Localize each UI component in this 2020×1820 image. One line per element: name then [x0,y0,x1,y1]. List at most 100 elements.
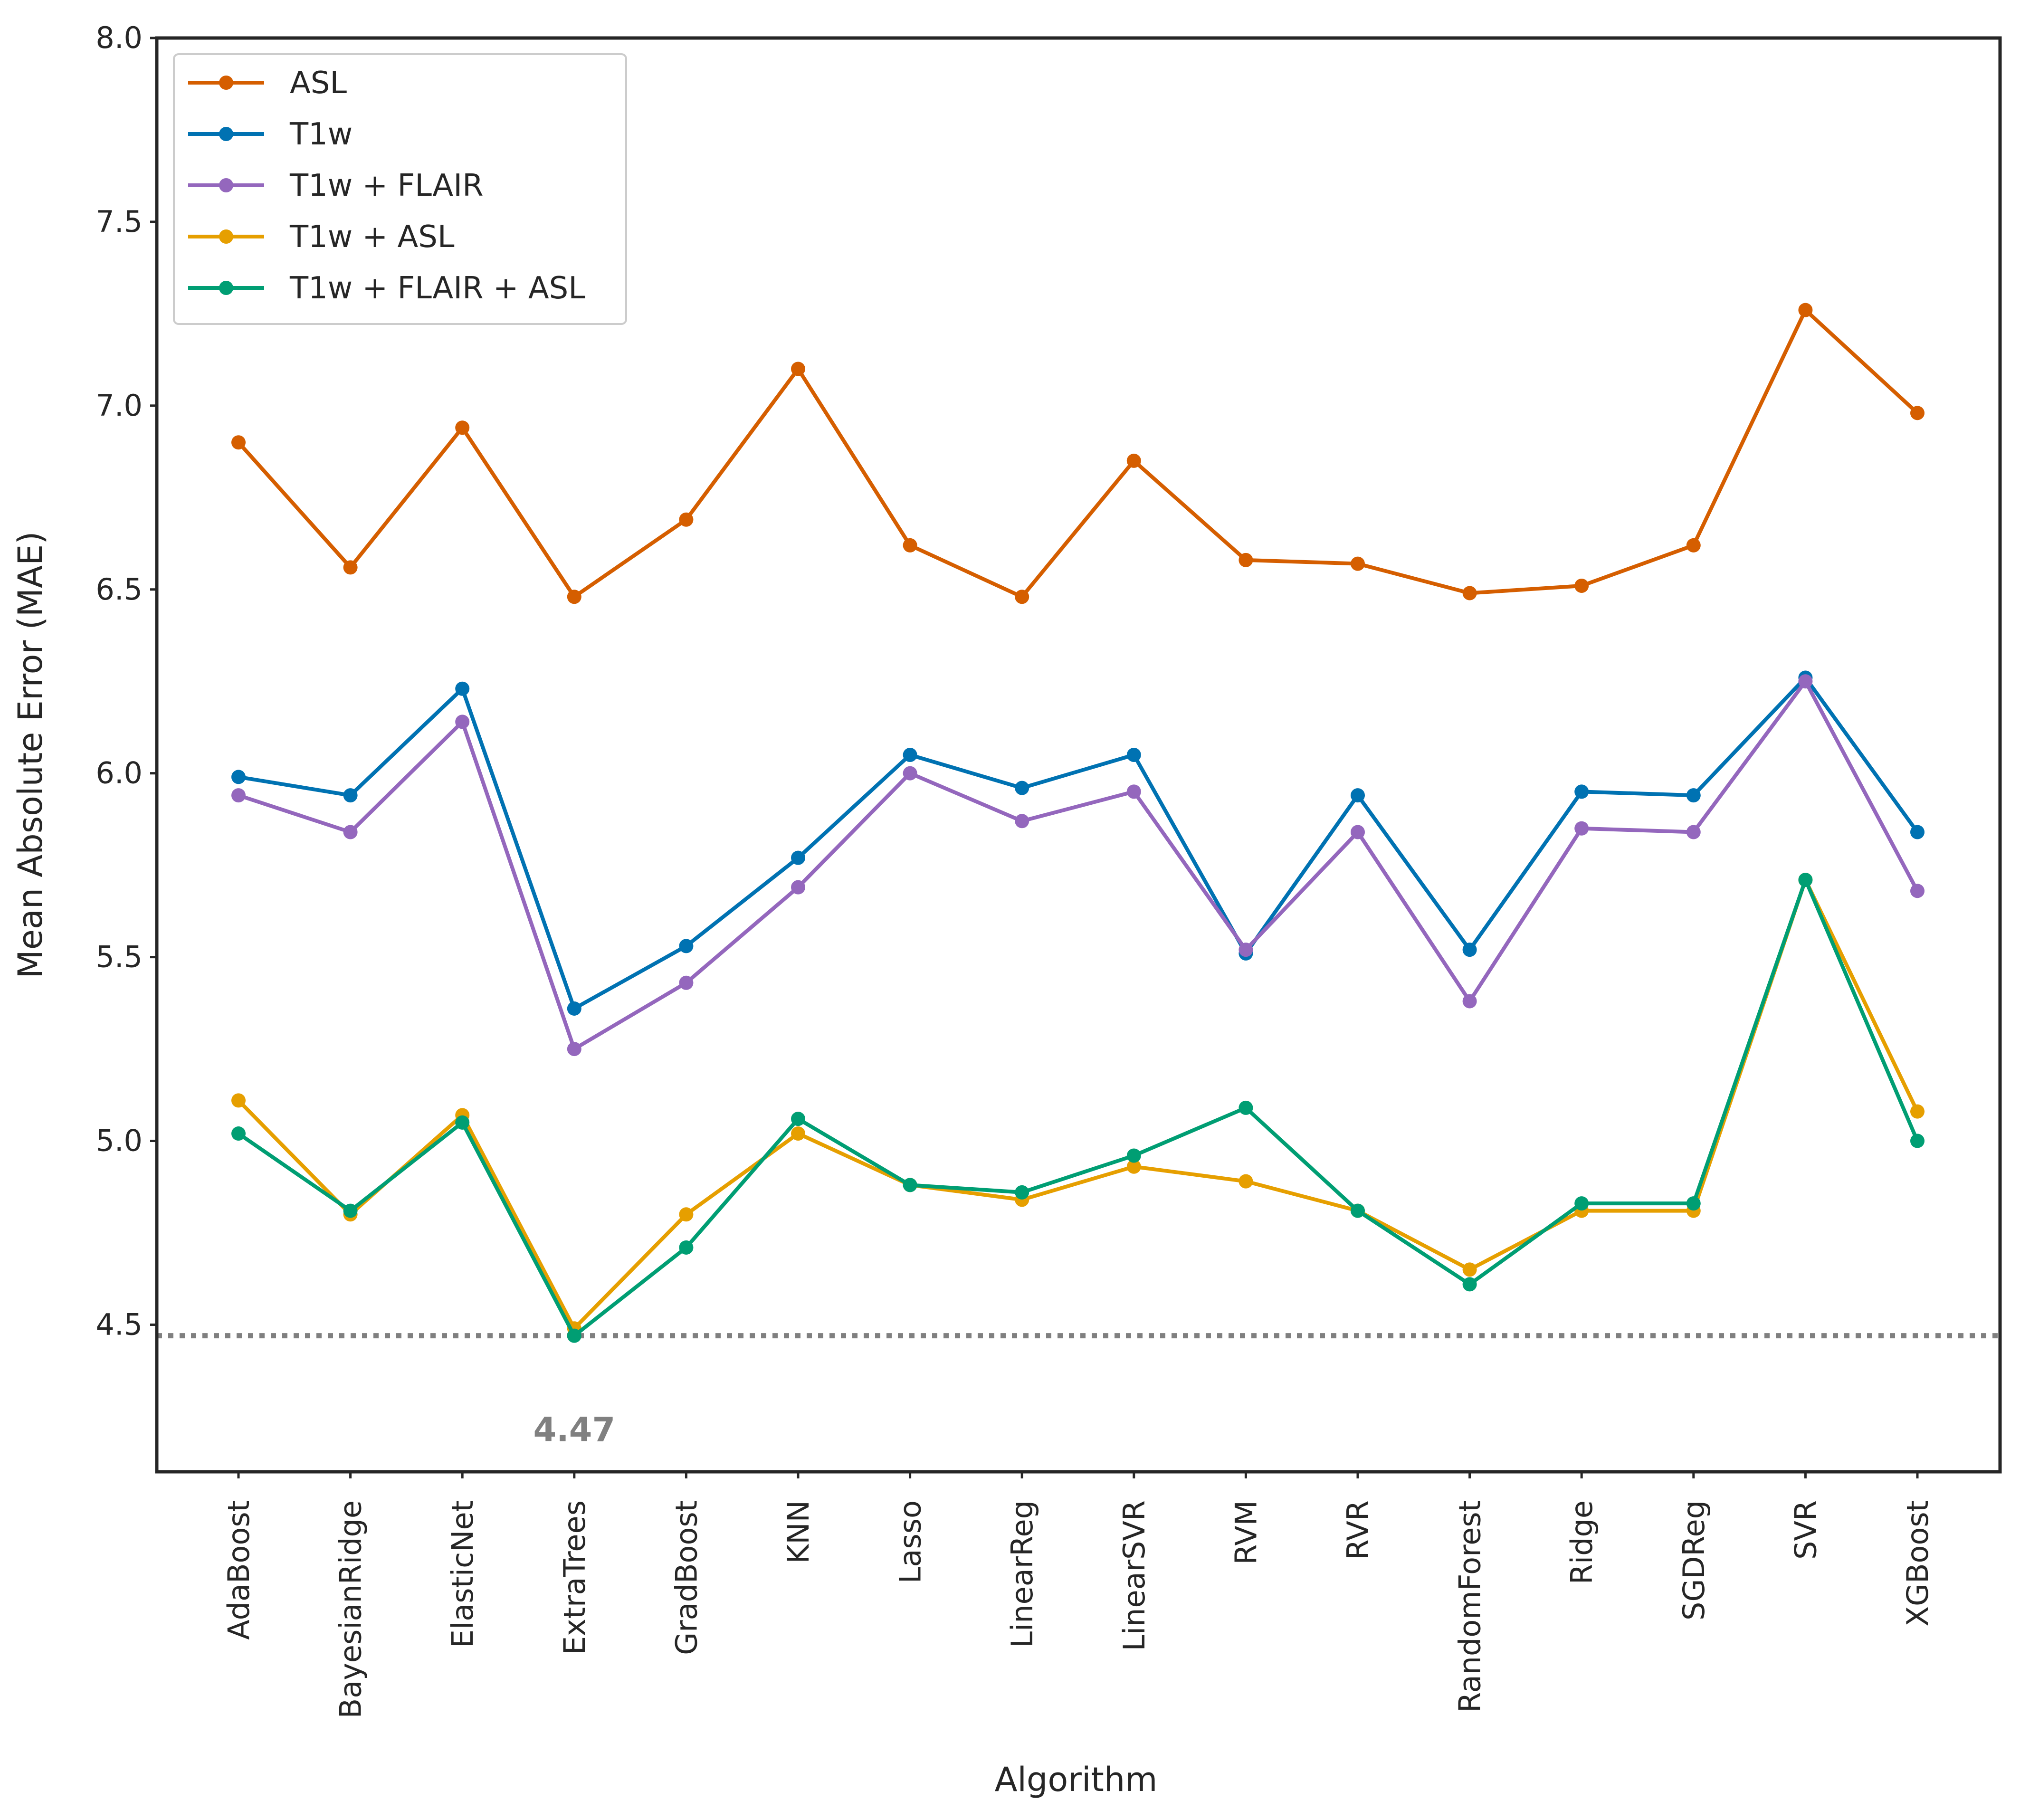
data-point-t1w-asl [1462,1262,1477,1277]
x-tick-label-linearsvr: LinearSVR [1117,1500,1152,1651]
x-tick-label-xgboost: XGBoost [1900,1500,1935,1627]
x-tick-label-lasso: Lasso [893,1500,928,1583]
x-tick-label-adaboost: AdaBoost [221,1500,256,1640]
x-tick-label-knn: KNN [781,1500,816,1563]
series-line-t1w-flair [238,679,1919,1051]
series-line-t1w-asl [237,878,1919,1331]
y-axis-ticks: 4.5 5.0 5.5 6.0 6.5 7.0 7.5 8.0 [95,20,157,1342]
data-point-asl [567,590,581,604]
data-point-t1w-asl [679,1207,694,1222]
x-tick-label-linearreg: LinearReg [1005,1500,1039,1648]
y-tick-label: 5.5 [95,940,143,974]
data-point-asl [1239,553,1253,567]
y-tick-label: 8.0 [95,20,143,55]
data-point-asl [1798,303,1813,317]
legend-label-t1w: T1w [289,117,353,152]
data-point-t1w-flair-asl [791,1112,805,1126]
data-point-t1w-asl [231,1093,246,1108]
data-point-t1w-flair-asl [1910,1134,1925,1148]
legend-marker-t1w-asl [219,229,233,244]
legend-marker-t1w [219,127,233,141]
series-group [231,303,1925,1343]
data-point-t1w [231,770,246,784]
data-point-t1w-flair-asl [1798,873,1813,887]
series-t1w [231,670,1925,1016]
series-asl [231,303,1925,604]
y-tick-label: 6.5 [95,572,143,607]
x-tick-label-extratrees: ExtraTrees [557,1500,592,1655]
data-point-t1w [1351,788,1365,803]
reference-line-group: 4.47 [157,1333,2000,1449]
data-point-t1w-flair [343,825,358,839]
data-point-t1w-flair [1910,884,1925,898]
data-point-t1w-flair [1351,825,1365,839]
y-tick-label: 4.5 [95,1307,143,1342]
data-point-asl [343,560,358,575]
legend-box [173,53,627,325]
data-point-t1w [1686,788,1701,803]
data-point-t1w-flair [1239,943,1253,957]
data-point-t1w-flair-asl [903,1178,917,1192]
legend-marker-asl [219,76,233,90]
x-tick-label-elasticnet: ElasticNet [445,1500,480,1648]
legend-marker-t1w-flair-asl [219,281,233,295]
data-point-t1w-flair-asl [1686,1196,1701,1211]
y-tick-label: 7.0 [95,388,143,423]
legend: ASL T1w T1w + FLAIR T1w + ASL T1w + FLAIR + … [173,53,627,325]
series-t1w-flair-asl [231,873,1925,1343]
x-axis-title: Algorithm [995,1760,1158,1799]
data-point-t1w-flair [1574,821,1589,836]
data-point-t1w-flair [1462,994,1477,1009]
data-point-t1w-flair-asl [567,1328,581,1343]
legend-marker-t1w-flair [219,178,233,192]
x-tick-label-sgdreg: SGDReg [1677,1500,1711,1620]
data-point-asl [455,420,470,435]
data-point-t1w [1462,943,1477,957]
data-point-t1w-asl [1910,1104,1925,1119]
legend-label-t1w-flair-asl: T1w + FLAIR + ASL [289,271,585,306]
data-point-t1w-flair [231,788,246,803]
data-point-t1w [1126,748,1141,762]
data-point-t1w-flair [903,766,917,781]
data-point-t1w [903,748,917,762]
data-point-t1w-asl [1126,1159,1141,1174]
plot-area-frame [155,36,2002,1474]
data-point-asl [1462,586,1477,600]
legend-label-asl: ASL [290,66,347,101]
data-point-asl [791,362,805,376]
y-tick-label: 7.5 [95,204,143,239]
data-point-t1w-flair-asl [231,1126,246,1141]
data-point-t1w-flair-asl [1239,1100,1253,1115]
data-point-t1w-flair [791,880,805,895]
x-axis-ticks: AdaBoost BayesianRidge ElasticNet ExtraTree… [221,1472,1935,1718]
x-tick-label-rvm: RVM [1229,1500,1263,1565]
data-point-t1w-flair-asl [343,1203,358,1218]
series-t1w-flair [231,674,1925,1057]
data-point-asl [903,538,917,553]
series-line-t1w [238,676,1919,1010]
data-point-asl [1910,406,1925,420]
data-point-t1w-flair [455,715,470,729]
data-point-t1w-flair [1686,825,1701,839]
data-point-asl [231,435,246,450]
data-point-asl [1574,579,1589,593]
data-point-t1w-asl [791,1126,805,1141]
data-point-t1w-flair-asl [679,1240,694,1255]
data-point-t1w [343,788,358,803]
data-point-asl [1351,556,1365,571]
y-tick-label: 6.0 [95,756,143,791]
data-point-t1w-asl [1239,1174,1253,1189]
data-point-t1w-flair-asl [1574,1196,1589,1211]
data-point-t1w [1910,825,1925,839]
series-t1w-asl [231,873,1925,1336]
data-point-asl [1015,590,1029,604]
data-point-t1w-flair-asl [1351,1203,1365,1218]
x-tick-label-ridge: Ridge [1564,1500,1599,1584]
data-point-asl [679,512,694,527]
x-tick-label-svr: SVR [1788,1500,1823,1560]
data-point-t1w-flair-asl [1015,1185,1029,1200]
reference-line-label: 4.47 [533,1410,615,1449]
data-point-asl [1126,453,1141,468]
data-point-t1w [791,850,805,865]
